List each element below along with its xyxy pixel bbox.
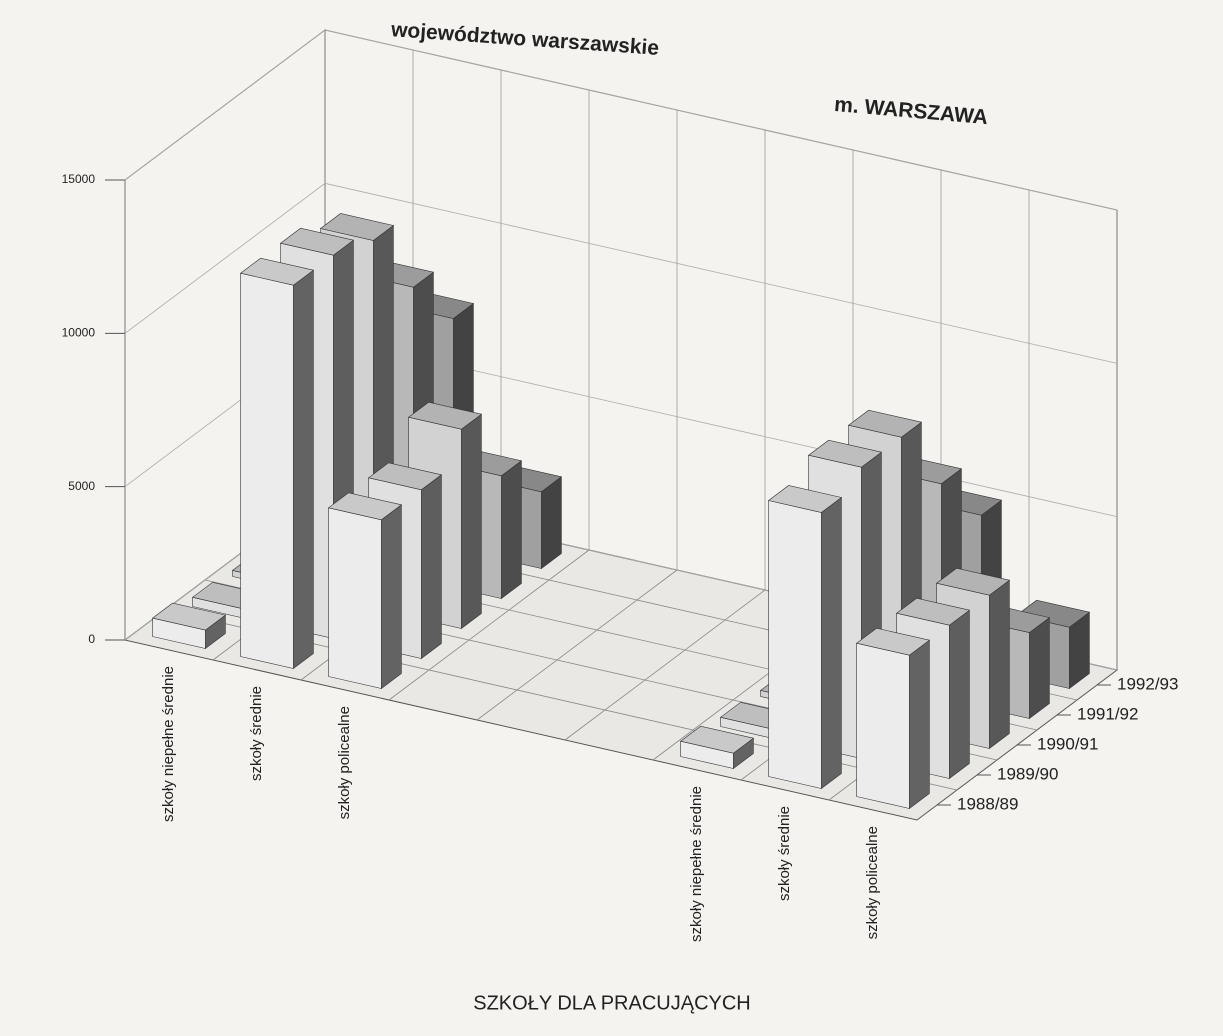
bar [151,602,227,650]
bar-top [407,401,483,430]
x-tick-label: szkoły niepełne średnie [160,666,177,822]
bar [679,725,755,770]
bar-front [240,272,294,669]
bar-top [239,257,315,286]
bar [767,485,843,790]
y-tick-label: 10000 [62,326,96,340]
bar-top [895,597,971,626]
bar-side [821,496,842,790]
x-tick-label: szkoły średnie [776,806,793,901]
bar-top [151,602,227,631]
bar-side [501,460,522,600]
bar-top [327,492,403,521]
bar-front [768,500,822,789]
bar-side [1029,616,1050,720]
bar-top [319,213,395,241]
floor-line [564,589,766,741]
bar-side [909,639,930,810]
x-tick-label: szkoły policealne [864,826,881,939]
bar-top [847,409,923,438]
bar-side [461,413,482,630]
bar-top [1015,599,1091,628]
bar-side [293,269,314,670]
bar-top [279,227,355,256]
bar-side [421,474,442,660]
bar-front [856,642,910,809]
floor-line [476,569,678,721]
y-tick-label: 15000 [62,172,96,186]
bar [855,627,931,810]
grid-line [124,182,1118,364]
bar-side [989,579,1010,750]
bar-front [328,507,382,689]
bar [407,401,483,630]
series-label: 1990/91 [1037,734,1098,753]
x-tick-label: szkoły średnie [248,686,265,781]
chart-title: SZKOŁY DLA PRACUJĄCYCH [473,992,751,1014]
series-label: 1988/89 [957,794,1018,813]
bar-top [679,725,755,754]
bar [327,492,403,690]
floor-line [388,549,590,701]
bar-side [381,504,402,690]
bar-top [367,462,443,491]
group-label: m. WARSZAWA [833,93,988,129]
series-label: 1991/92 [1077,704,1138,723]
x-tick-label: szkoły niepełne średnie [688,786,705,942]
bar-top [935,567,1011,596]
bar-top [855,627,931,656]
bar-top [767,485,843,513]
series-label: 1992/93 [1117,674,1178,693]
series-label: 1989/90 [997,764,1058,783]
y-tick-label: 0 [88,632,95,646]
bar-side [949,609,970,780]
bar-top [807,439,883,468]
x-tick-label: szkoły policealne [336,706,353,819]
y-tick-label: 5000 [68,479,95,493]
bar-side [541,476,562,570]
grid-line [124,29,1118,211]
bar [239,257,315,670]
